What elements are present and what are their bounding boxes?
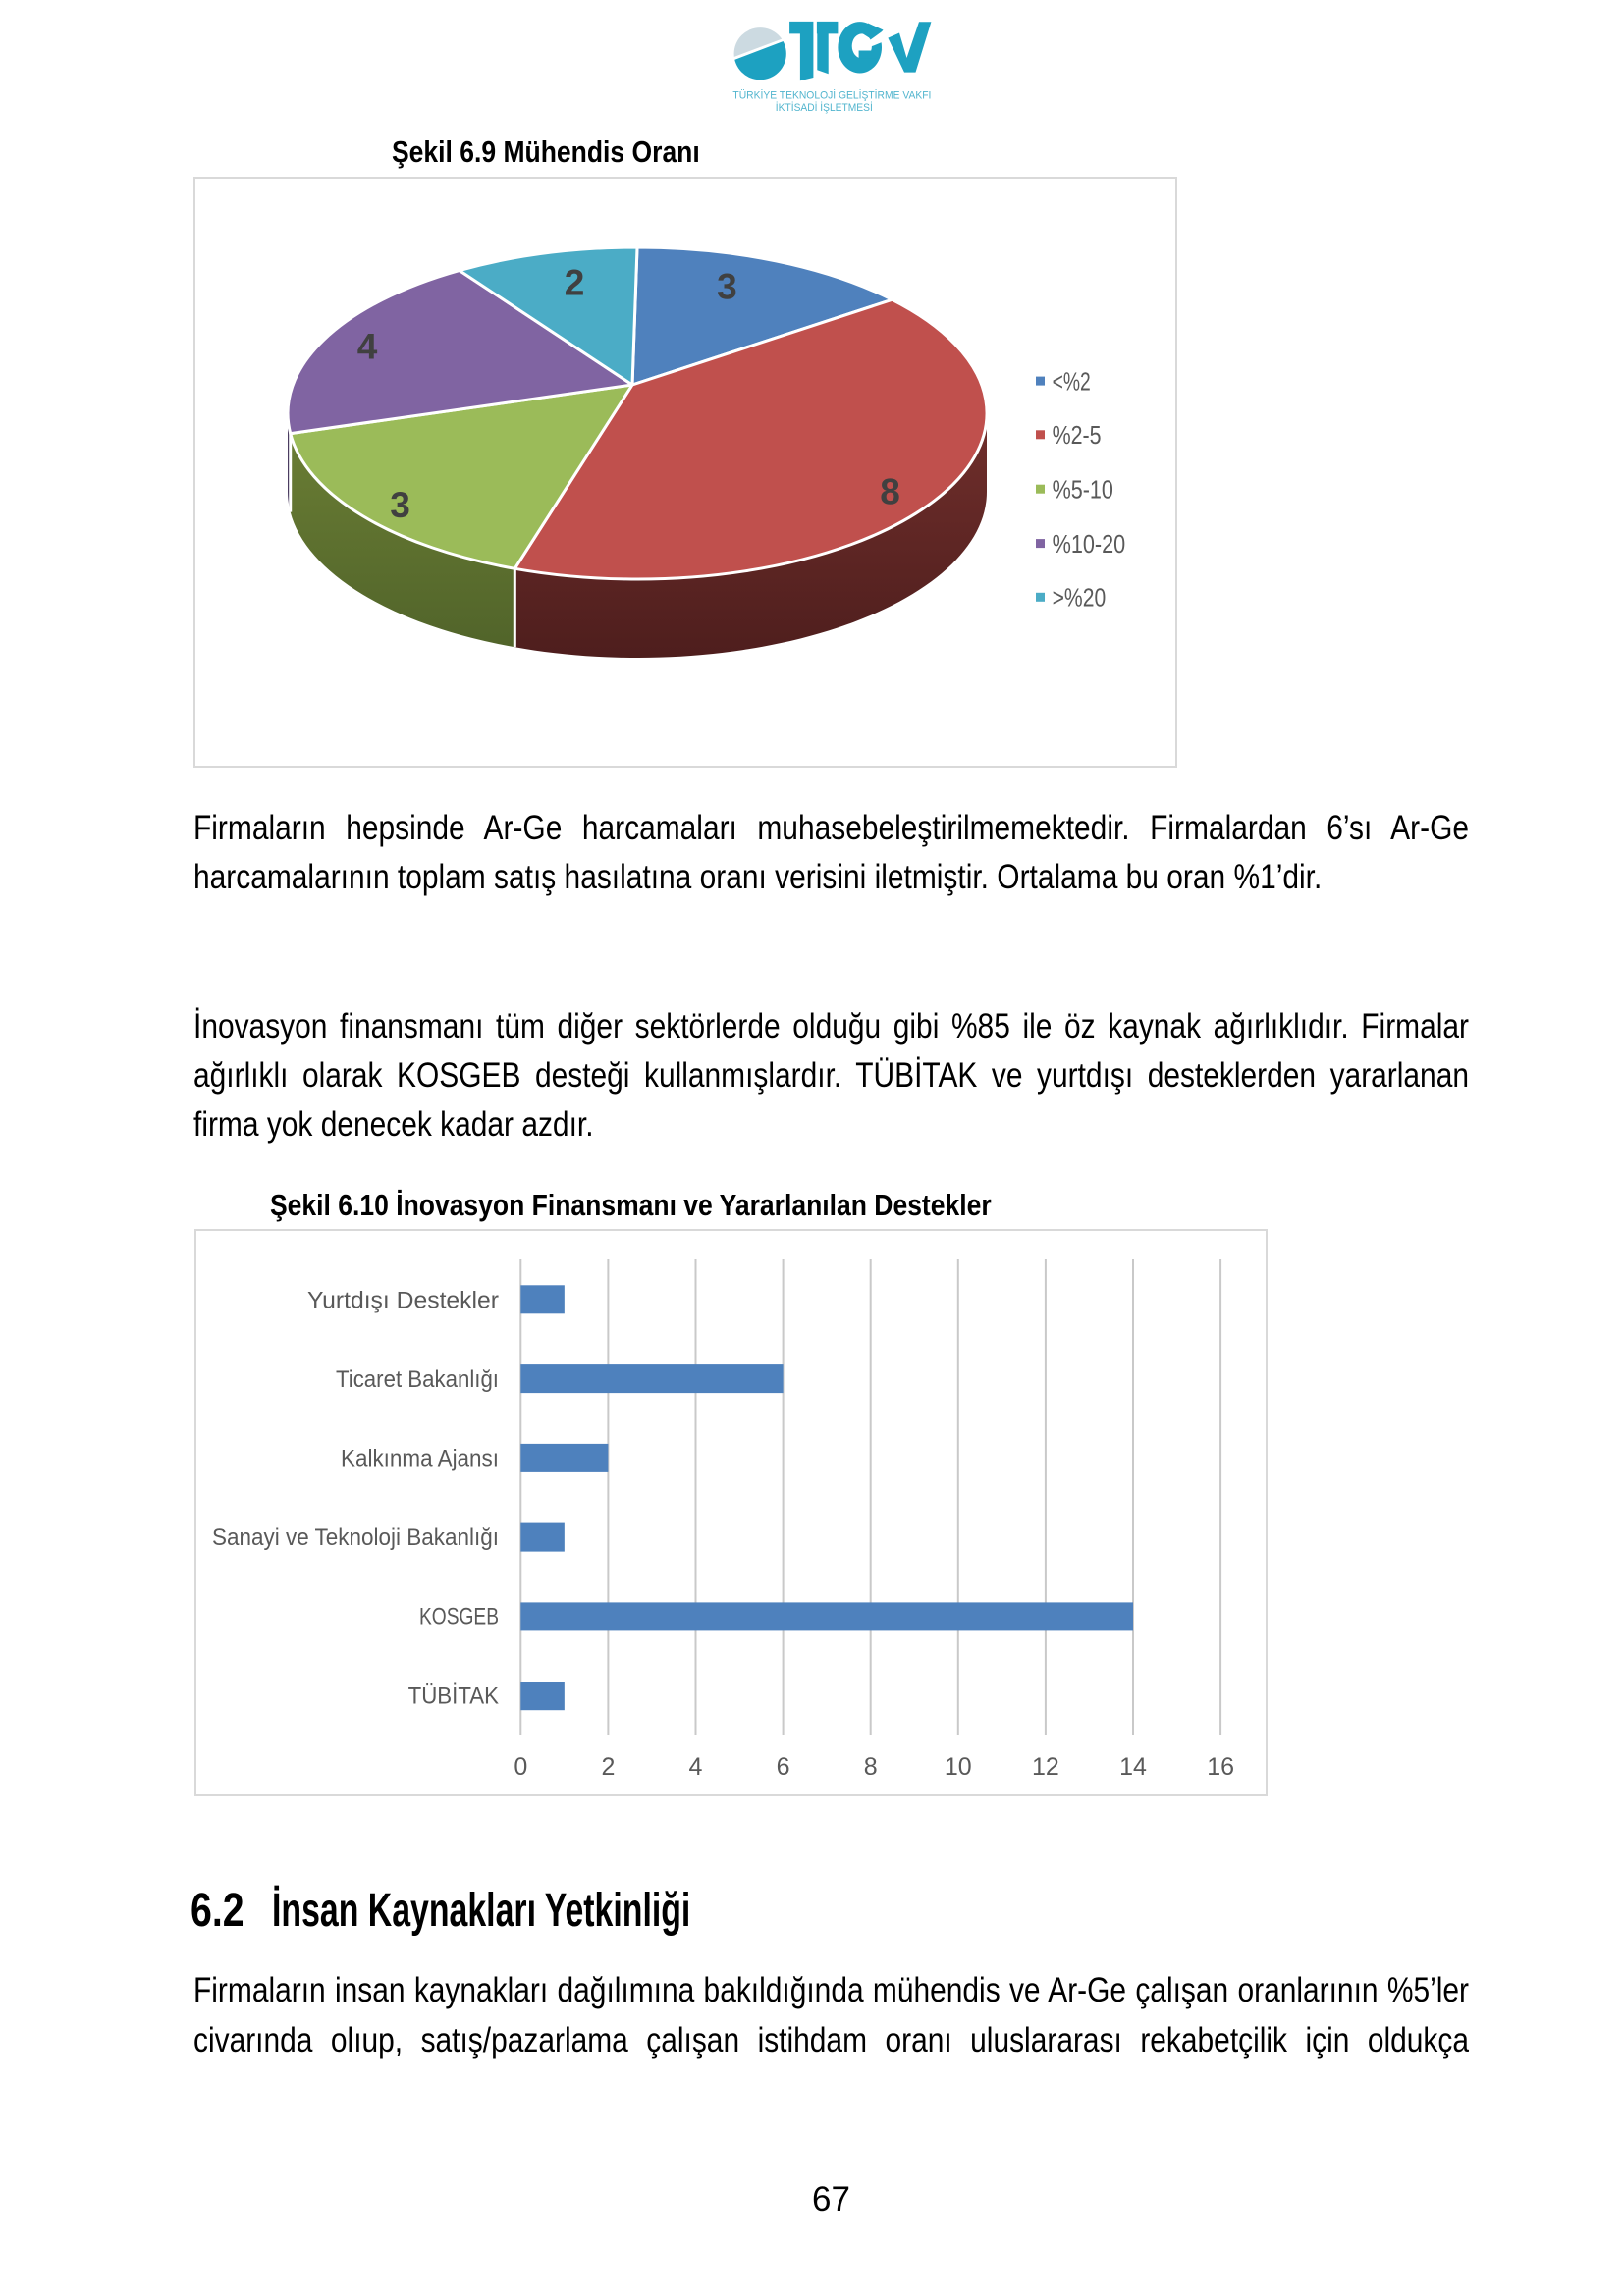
svg-text:12: 12	[1032, 1753, 1059, 1781]
svg-text:16: 16	[1207, 1753, 1234, 1781]
svg-text:KOSGEB: KOSGEB	[419, 1604, 499, 1630]
svg-text:10: 10	[945, 1753, 972, 1781]
svg-text:3: 3	[390, 485, 410, 525]
svg-text:2: 2	[565, 263, 585, 303]
svg-text:4: 4	[689, 1753, 703, 1781]
svg-text:>%20: >%20	[1053, 583, 1107, 613]
svg-text:%5-10: %5-10	[1053, 475, 1113, 505]
svg-text:8: 8	[880, 471, 900, 511]
svg-text:2: 2	[601, 1753, 615, 1781]
svg-text:TÜBİTAK: TÜBİTAK	[408, 1682, 499, 1709]
svg-text:İKTİSADİ İŞLETMESİ: İKTİSADİ İŞLETMESİ	[776, 101, 873, 114]
svg-text:%2-5: %2-5	[1053, 420, 1102, 450]
svg-text:6: 6	[777, 1753, 790, 1781]
svg-text:Kalkınma Ajansı: Kalkınma Ajansı	[341, 1446, 499, 1472]
svg-text:4: 4	[357, 327, 378, 367]
svg-text:0: 0	[514, 1753, 527, 1781]
svg-text:Yurtdışı Destekler: Yurtdışı Destekler	[307, 1287, 499, 1313]
svg-text:Sanayi ve Teknoloji Bakanlığı: Sanayi ve Teknoloji Bakanlığı	[212, 1524, 499, 1551]
svg-text:8: 8	[864, 1753, 878, 1781]
svg-text:%10-20: %10-20	[1053, 529, 1126, 559]
svg-text:<%2: <%2	[1053, 366, 1091, 396]
svg-text:TÜRKİYE TEKNOLOJİ GELİŞTİRME V: TÜRKİYE TEKNOLOJİ GELİŞTİRME VAKFI	[732, 89, 931, 102]
svg-text:Ticaret Bakanlığı: Ticaret Bakanlığı	[336, 1366, 499, 1393]
svg-text:3: 3	[717, 266, 737, 306]
svg-text:14: 14	[1119, 1753, 1147, 1781]
